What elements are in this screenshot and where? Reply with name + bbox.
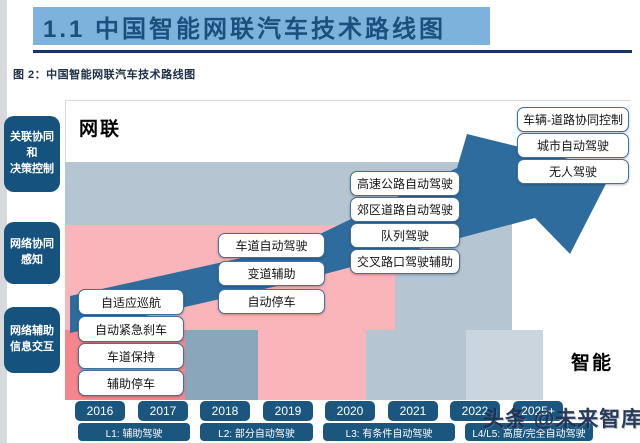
year-2020: 2020 <box>325 401 375 421</box>
tech-box-urban-auto-drive: 城市自动驾驶 <box>517 133 629 158</box>
legend-l4l5: L4/L5: 高度/完全自动驾驶 <box>465 423 593 441</box>
sidebar-line: 和 <box>26 147 38 160</box>
sidebar-line: 网络辅助 <box>10 325 54 338</box>
sidebar-line: 网络协同 <box>10 238 54 251</box>
sidebar-line: 信息交互 <box>10 341 54 353</box>
year-2017: 2017 <box>138 401 188 421</box>
figure-caption: 图 2：中国智能网联汽车技术路线图 <box>13 69 196 81</box>
sidebar-item-decision-control: 关联协同 和 决策控制 <box>4 116 60 192</box>
sidebar-item-network-perception: 网络协同 感知 <box>4 222 60 284</box>
year-2025plus: 2025+ <box>513 401 563 421</box>
bg-light-gray-step <box>466 330 543 400</box>
tech-box-park-assist: 辅助停车 <box>78 370 184 396</box>
watermark: 头条 @未来智库 <box>483 408 640 431</box>
tech-box-lane-auto-drive: 车道自动驾驶 <box>218 233 325 258</box>
legend-l1: L1: 辅助驾驶 <box>78 423 190 441</box>
section-title-highlight: 1.1 中国智能网联汽车技术路线图 <box>33 7 490 45</box>
bg-steel-step <box>185 330 258 400</box>
roadmap-chart-area: 网联 智能 自适应巡航 自动紧急刹车 车道保持 辅助停车 车道自动驾驶 变道辅助… <box>65 100 630 400</box>
year-2018: 2018 <box>200 401 250 421</box>
tech-box-vehicle-road-coordination: 车辆-道路协同控制 <box>517 107 629 132</box>
growth-arrow-icon <box>70 134 613 333</box>
tech-box-intersection-assist: 交叉路口驾驶辅助 <box>350 249 460 274</box>
tech-box-lane-keeping: 车道保持 <box>78 343 184 369</box>
bg-pink-step <box>258 330 366 400</box>
title-underline <box>33 50 632 53</box>
year-2022: 2022 <box>450 401 500 421</box>
tech-box-platooning: 队列驾驶 <box>350 223 460 248</box>
legend-l2: L2: 部分自动驾驶 <box>200 423 313 441</box>
page-edge-strip <box>0 0 7 443</box>
tech-box-suburban-auto-drive: 郊区道路自动驾驶 <box>350 197 460 222</box>
axis-label-wanglian: 网联 <box>79 119 122 140</box>
bg-gray-step <box>366 330 466 400</box>
year-2019: 2019 <box>263 401 313 421</box>
tech-box-lane-change-assist: 变道辅助 <box>218 261 325 286</box>
year-2016: 2016 <box>75 401 125 421</box>
sidebar-line: 感知 <box>21 254 43 266</box>
axis-label-zhineng: 智能 <box>571 353 614 374</box>
section-title: 1.1 中国智能网联汽车技术路线图 <box>43 15 447 43</box>
tech-box-adaptive-cruise: 自适应巡航 <box>78 289 184 315</box>
sidebar-line: 关联协同 <box>10 131 54 144</box>
year-2021: 2021 <box>388 401 438 421</box>
legend-l3: L3: 有条件自动驾驶 <box>323 423 455 441</box>
tech-box-highway-auto-drive: 高速公路自动驾驶 <box>350 171 460 196</box>
tech-box-auto-parking: 自动停车 <box>218 289 325 314</box>
tech-box-aeb: 自动紧急刹车 <box>78 316 184 342</box>
sidebar-line: 决策控制 <box>10 162 54 175</box>
tech-box-driverless: 无人驾驶 <box>517 159 629 184</box>
sidebar-item-network-info-exchange: 网络辅助 信息交互 <box>4 307 60 373</box>
